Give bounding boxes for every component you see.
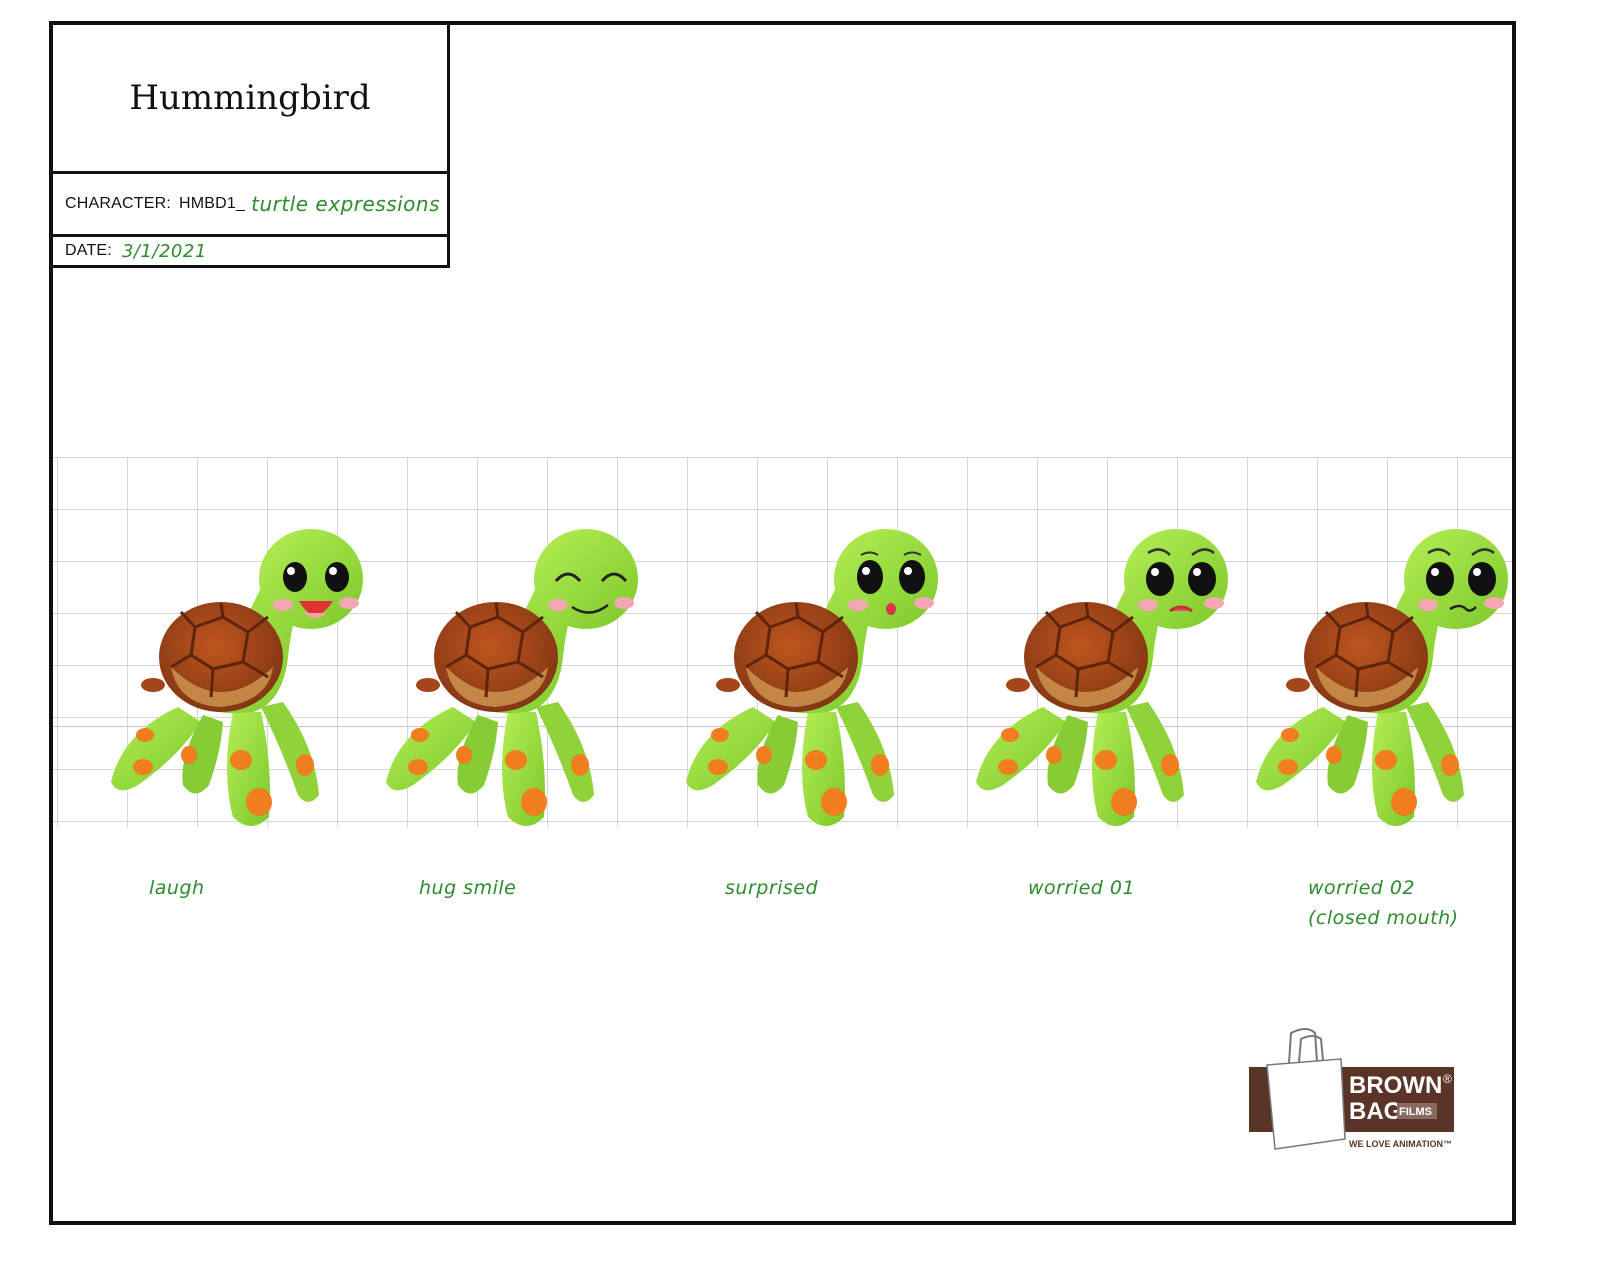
caption-label: worried 01 xyxy=(1028,877,1136,899)
logo-line1: BROWN xyxy=(1349,1072,1442,1099)
caption-worried-02: worried 02 (closed mouth) xyxy=(1308,873,1459,933)
turtle-worried-01-illustration xyxy=(974,527,1230,827)
date-value: 3/1/2021 xyxy=(121,240,207,262)
caption-laugh: laugh xyxy=(149,873,205,903)
caption-label: surprised xyxy=(725,877,819,899)
project-title-cell: Hummingbird xyxy=(53,25,447,174)
turtle-laugh-illustration xyxy=(109,527,365,827)
turtle-hug-smile-illustration xyxy=(384,527,640,827)
turtle-worried-02-illustration xyxy=(1254,527,1510,827)
caption-surprised: surprised xyxy=(725,873,818,903)
caption-hug-smile: hug smile xyxy=(419,873,516,903)
brown-bag-films-logo: BROWN ® BAG FILMS WE LOVE ANIMATION™ xyxy=(1249,1028,1454,1150)
character-row: CHARACTER: HMBD1_ turtle expressions xyxy=(53,174,447,237)
title-block: Hummingbird CHARACTER: HMBD1_ turtle exp… xyxy=(53,25,450,268)
sheet-frame: Hummingbird CHARACTER: HMBD1_ turtle exp… xyxy=(49,21,1516,1225)
logo-tagline: WE LOVE ANIMATION™ xyxy=(1349,1139,1452,1149)
project-title: Hummingbird xyxy=(129,78,371,118)
caption-label: worried 02 xyxy=(1308,877,1416,899)
date-label: DATE: xyxy=(65,242,112,259)
logo-line2: BAG xyxy=(1349,1098,1402,1125)
logo-registered: ® xyxy=(1443,1072,1452,1086)
date-row: DATE: 3/1/2021 xyxy=(53,237,447,265)
turtle-surprised-illustration xyxy=(684,527,940,827)
caption-label: hug smile xyxy=(419,877,517,899)
caption-sublabel: (closed mouth) xyxy=(1308,907,1459,929)
character-name: turtle expressions xyxy=(251,192,441,216)
character-label: CHARACTER: xyxy=(65,195,172,212)
caption-label: laugh xyxy=(149,877,205,899)
caption-worried-01: worried 01 xyxy=(1028,873,1135,903)
logo-films: FILMS xyxy=(1399,1106,1432,1118)
character-code: HMBD1_ xyxy=(179,195,246,212)
